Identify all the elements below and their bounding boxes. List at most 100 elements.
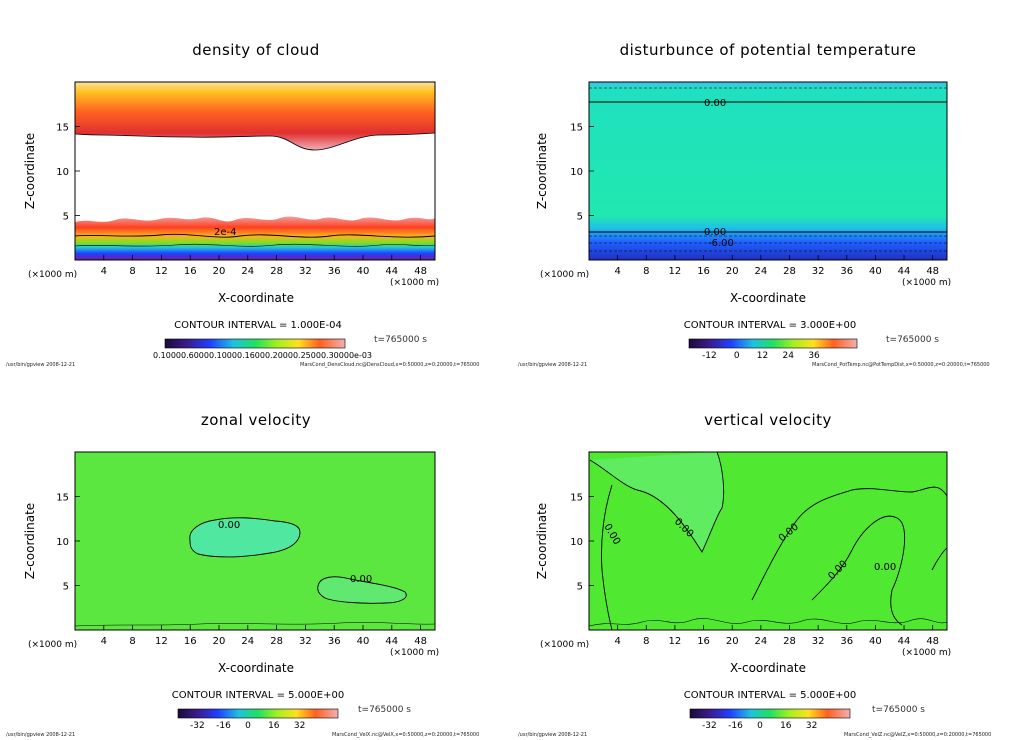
x-tick-label: 24 [241, 266, 254, 277]
x-tick-label: 48 [926, 266, 939, 277]
plot-area: 0.00 0.00 -6.00 [588, 81, 948, 261]
y-tick-label: 15 [570, 493, 583, 504]
x-tick-label: 8 [643, 636, 649, 647]
plot-area: 0.00 0.00 0.00 0.00 0.00 [588, 451, 948, 631]
x-axis-ticks: 4 8 12 16 20 24 28 32 36 40 44 48 [101, 625, 427, 647]
y-axis-label: Z-coordinate [535, 502, 549, 580]
colorbar-tick: 0 [733, 351, 740, 361]
footer-left: /usr/bin/gpview 2008-12-21 [518, 732, 588, 738]
theta-plot-svg: 0.00 0.00 -6.00 4 8 12 16 20 24 28 32 36 40 44 48 5… [570, 81, 948, 349]
colorbar-tick: -16 [216, 721, 231, 731]
contour-line-near-ground [74, 622, 436, 627]
contour-interval: CONTOUR INTERVAL = 3.000E+00 [683, 320, 857, 331]
panel-density-of-cloud: density of cloud 2e-4 4 8 12 16 20 24 28 32 36 40… [0, 0, 512, 370]
x-tick-label: 28 [783, 636, 796, 647]
plot-background [589, 82, 947, 260]
contour-interval: CONTOUR INTERVAL = 5.000E+00 [171, 690, 345, 701]
y-tick-label: 15 [56, 123, 69, 134]
x-tick-label: 28 [783, 266, 796, 277]
colorbar-tick: -32 [190, 721, 205, 731]
x-tick-label: 48 [926, 636, 939, 647]
contour-interval: CONTOUR INTERVAL = 1.000E-04 [174, 320, 342, 331]
contour-line-lower [74, 243, 436, 247]
x-tick-label: 8 [129, 266, 135, 277]
x-tick-label: 36 [840, 266, 853, 277]
time-stamp: t=765000 s [872, 705, 925, 715]
footer-left: /usr/bin/gpview 2008-12-21 [518, 362, 588, 368]
colorbar-tick: 36 [808, 351, 820, 361]
time-stamp: t=765000 s [374, 335, 427, 345]
panel-potential-temperature: disturbunce of potential temperature 0.0… [512, 0, 1024, 370]
chart-title: vertical velocity [704, 411, 832, 429]
panel-zonal-velocity: zonal velocity 0.00 0.00 4 8 12 16 20 24 28 32 3… [0, 370, 512, 740]
x-axis-ticks: 4 8 12 16 20 24 28 32 36 40 44 48 [614, 625, 939, 647]
colorbar-tick: -12 [702, 351, 717, 361]
vertical-plot-svg: 0.00 0.00 0.00 0.00 0.00 4 8 12 16 20 24 28 32 3… [570, 451, 948, 719]
upper-cloud-contour [74, 132, 436, 151]
x-tick-label: 36 [840, 636, 853, 647]
contour-line-5 [931, 547, 948, 571]
colorbar-ticks: -32 -16 0 16 32 [190, 721, 305, 731]
contour-line-2e-4 [74, 233, 436, 238]
y-tick-label: 5 [577, 212, 583, 223]
colorbar [689, 708, 851, 719]
footer-right: MarsCond_VelX.nc@VelX,x=0:50000,z=0:2000… [332, 732, 480, 738]
x-unit-label-right: (×1000 m) [390, 278, 440, 288]
y-axis-label: Z-coordinate [535, 132, 549, 210]
contour-interval: CONTOUR INTERVAL = 5.000E+00 [683, 690, 857, 701]
x-unit-label: (×1000 m) [540, 640, 590, 650]
y-tick-label: 5 [577, 582, 583, 593]
x-tick-label: 36 [328, 636, 341, 647]
x-axis-label: X-coordinate [218, 291, 294, 305]
x-tick-label: 8 [129, 636, 135, 647]
y-tick-label: 5 [63, 582, 69, 593]
x-tick-label: 44 [385, 636, 398, 647]
chart-title: density of cloud [192, 41, 320, 59]
contour-label: 2e-4 [214, 227, 237, 238]
contour-label-lower: 0.00 [704, 227, 726, 238]
x-tick-label: 44 [898, 266, 911, 277]
x-tick-label: 32 [299, 266, 312, 277]
colorbar-tick: 12 [756, 351, 769, 361]
x-tick-label: 24 [241, 636, 254, 647]
panel-vertical-velocity: vertical velocity 0.00 0.00 0.00 0.00 0.… [512, 370, 1024, 740]
y-tick-label: 10 [56, 167, 69, 178]
x-tick-label: 32 [299, 636, 312, 647]
contour-label: 0.00 [218, 520, 240, 531]
x-axis-label: X-coordinate [218, 661, 294, 675]
footer-right: MarsCond_VelZ.nc@VelZ,x=0:50000,z=0:2000… [844, 732, 992, 738]
colorbar-ticks: -12 0 12 24 36 [702, 351, 820, 361]
x-tick-label: 24 [754, 636, 767, 647]
x-tick-label: 12 [669, 636, 682, 647]
x-axis-label: X-coordinate [730, 661, 806, 675]
x-tick-label: 44 [385, 266, 398, 277]
x-tick-label: 32 [812, 266, 825, 277]
colorbar-tick: 0 [757, 721, 763, 731]
colorbar-tick: 16 [780, 721, 792, 731]
contour-line-4 [811, 515, 906, 626]
x-tick-label: 4 [101, 636, 107, 647]
x-tick-label: 16 [184, 636, 197, 647]
colorbar-tick: 16 [268, 721, 280, 731]
x-tick-label: 20 [726, 636, 739, 647]
contour-label-top: 0.00 [704, 98, 726, 109]
x-tick-label: 44 [898, 636, 911, 647]
x-tick-label: 20 [213, 636, 226, 647]
x-tick-label: 28 [270, 266, 283, 277]
x-tick-label: 4 [101, 266, 107, 277]
y-tick-label: 15 [570, 123, 583, 134]
x-tick-label: 16 [697, 636, 710, 647]
contour-line-ground [588, 618, 948, 627]
x-tick-label: 48 [414, 636, 427, 647]
footer-left: /usr/bin/gpview 2008-12-21 [6, 362, 76, 368]
y-tick-label: 15 [56, 493, 69, 504]
contour-line-3 [751, 486, 948, 601]
x-axis-label: X-coordinate [730, 291, 806, 305]
y-axis-label: Z-coordinate [23, 132, 37, 210]
colorbar [177, 708, 339, 719]
colorbar-tick: 32 [293, 721, 306, 731]
x-tick-label: 16 [697, 266, 710, 277]
x-tick-label: 40 [357, 266, 370, 277]
